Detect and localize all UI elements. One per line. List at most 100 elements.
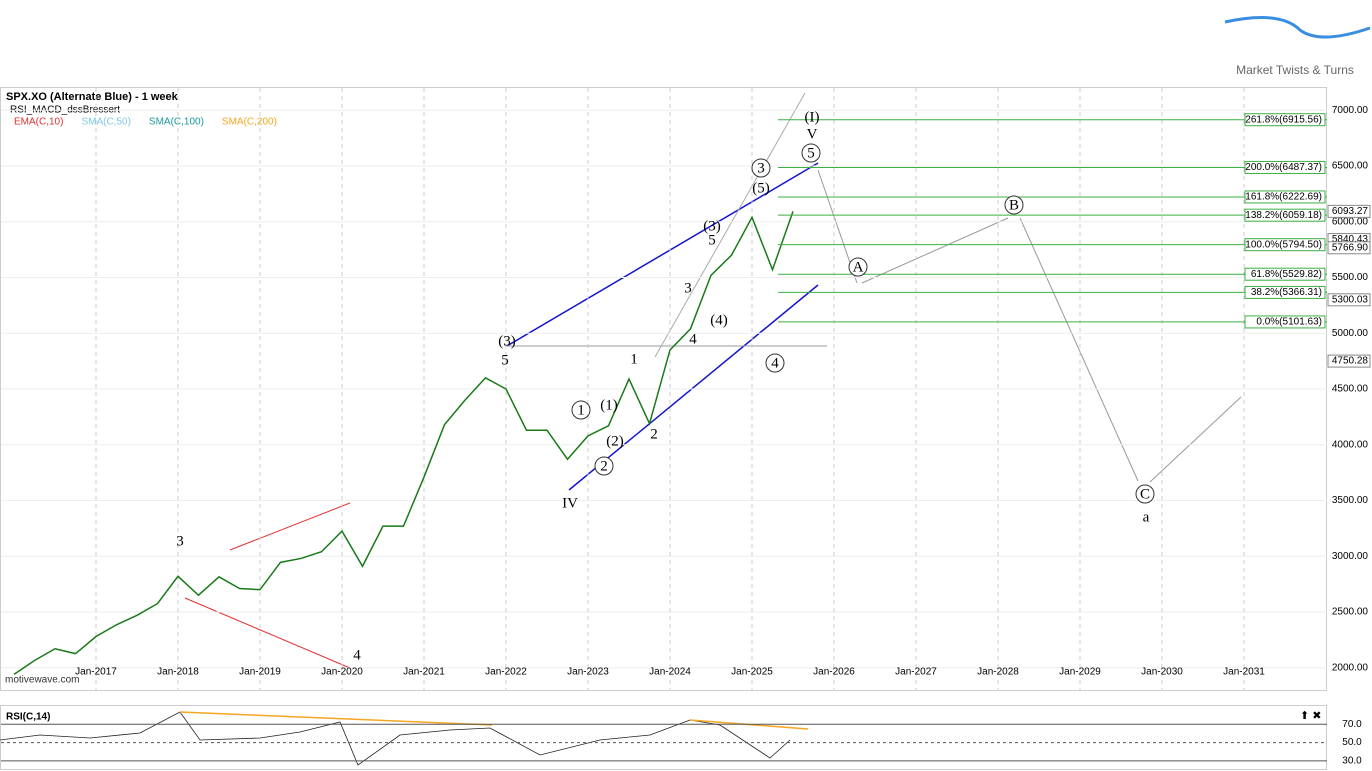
wave-label: C [1140,486,1150,502]
price-tag [1327,293,1371,307]
fib-label-box [1244,285,1326,299]
fib-label-box [1244,208,1326,222]
x-tick-label: Jan-2019 [239,667,281,678]
rsi-divergence [179,711,493,726]
x-tick-label: Jan-2031 [1223,667,1265,678]
price-line [13,211,794,676]
price-tag-label: 5766.90 [1332,242,1369,253]
x-tick-label: Jan-2029 [1059,667,1101,678]
wave-circle [801,143,821,163]
pane-controls[interactable]: ⬆ ✖ [1300,710,1322,722]
wave-circle [571,400,591,420]
y-tick-label: 3000.00 [1332,551,1369,562]
wave-label: (I) [805,109,820,125]
wave-label: (3) [703,218,721,234]
fib-label: 161.8%(6222.69) [1245,192,1322,203]
fib-label: 38.2%(5366.31) [1251,287,1322,298]
wave-circle [1004,195,1024,215]
indicator-label[interactable]: SMA(C,50) [81,117,130,128]
projection-arrows [817,169,1242,483]
y-tick-label: 7000.00 [1332,105,1369,116]
rsi-line [0,711,791,766]
fib-label-box [1244,238,1326,252]
rsi-title: RSI(C,14) [6,712,50,723]
wave-circle [594,456,614,476]
fib-label: 100.0%(5794.50) [1245,239,1322,250]
y-tick-label: 6000.00 [1332,216,1369,227]
wave-label: 5 [807,145,815,161]
triangle-line [184,597,351,669]
triangle-line [229,502,351,551]
price-tag [1327,354,1371,368]
x-tick-label: Jan-2028 [977,667,1019,678]
fib-label-box [1244,267,1326,281]
y-tick-label: 5500.00 [1332,272,1369,283]
wave-label: V [807,126,818,142]
channel-line [568,284,819,491]
x-tick-label: Jan-2027 [895,667,937,678]
fib-label-box [1244,315,1326,329]
rsi-pane [0,705,1327,770]
wave-circle [751,158,771,178]
wave-label: 3 [176,533,184,549]
indicator-label[interactable]: SMA(C,100) [149,117,204,128]
wave-label: 2 [650,426,658,442]
wave-circle [1135,484,1155,504]
wave-label: (1) [600,397,618,413]
channel-line [506,162,819,347]
wave-label: 5 [501,352,509,368]
indicator-label[interactable]: EMA(C,10) [14,117,63,128]
price-tag-label: 5840.43 [1332,234,1369,245]
x-tick-label: Jan-2020 [321,667,363,678]
y-tick-label: 6500.00 [1332,161,1369,172]
price-tag [1327,241,1371,255]
wave-label: 4 [689,331,697,347]
wave-label: 4 [353,647,361,663]
y-tick-label: 2500.00 [1332,607,1369,618]
wave-label: 4 [771,355,779,371]
fib-label-box [1244,160,1326,174]
wave-label: A [853,259,864,275]
wave-label: 5 [708,232,716,248]
chart-title: SPX.XO (Alternate Blue) - 1 week [6,91,179,103]
indicator-label[interactable]: SMA(C,200) [222,117,277,128]
wave-circle [848,257,868,277]
y-tick-label: 4500.00 [1332,384,1369,395]
wave-label: 3 [684,280,692,296]
x-tick-label: Jan-2026 [813,667,855,678]
x-tick-label: Jan-2030 [1141,667,1183,678]
trend-line [654,92,806,358]
watermark: motivewave.com [5,675,79,686]
wave-label: (3) [498,333,516,349]
wave-label: (2) [606,433,624,449]
fib-label-box [1244,113,1326,127]
x-tick-label: Jan-2024 [649,667,691,678]
y-tick-label: 2000.00 [1332,662,1369,673]
x-tick-label: Jan-2017 [75,667,117,678]
y-tick-label: 4000.00 [1332,439,1369,450]
brand: Market Twists & Turns [1236,63,1354,77]
fib-label: 0.0%(5101.63) [1256,317,1322,328]
x-tick-label: Jan-2021 [403,667,445,678]
x-tick-label: Jan-2022 [485,667,527,678]
rsi-tick-label: 70.0 [1342,719,1362,730]
x-tick-label: Jan-2025 [731,667,773,678]
rsi-tick-label: 30.0 [1342,755,1362,766]
y-tick-label: 3500.00 [1332,495,1369,506]
wave-label: IV [562,495,578,511]
wave-label: B [1009,197,1019,213]
price-tag-label: 6093.27 [1332,206,1369,217]
logo-swoosh [1224,16,1371,39]
x-tick-label: Jan-2018 [157,667,199,678]
wave-circle [765,353,785,373]
fib-label: 200.0%(6487.37) [1245,162,1322,173]
wave-label: 3 [757,160,765,176]
price-tag [1327,204,1371,218]
x-tick-label: Jan-2023 [567,667,609,678]
fib-label: 261.8%(6915.56) [1245,114,1322,125]
rsi-tick-label: 50.0 [1342,737,1362,748]
price-tag-label: 5300.03 [1332,294,1369,305]
wave-label: 1 [577,402,585,418]
